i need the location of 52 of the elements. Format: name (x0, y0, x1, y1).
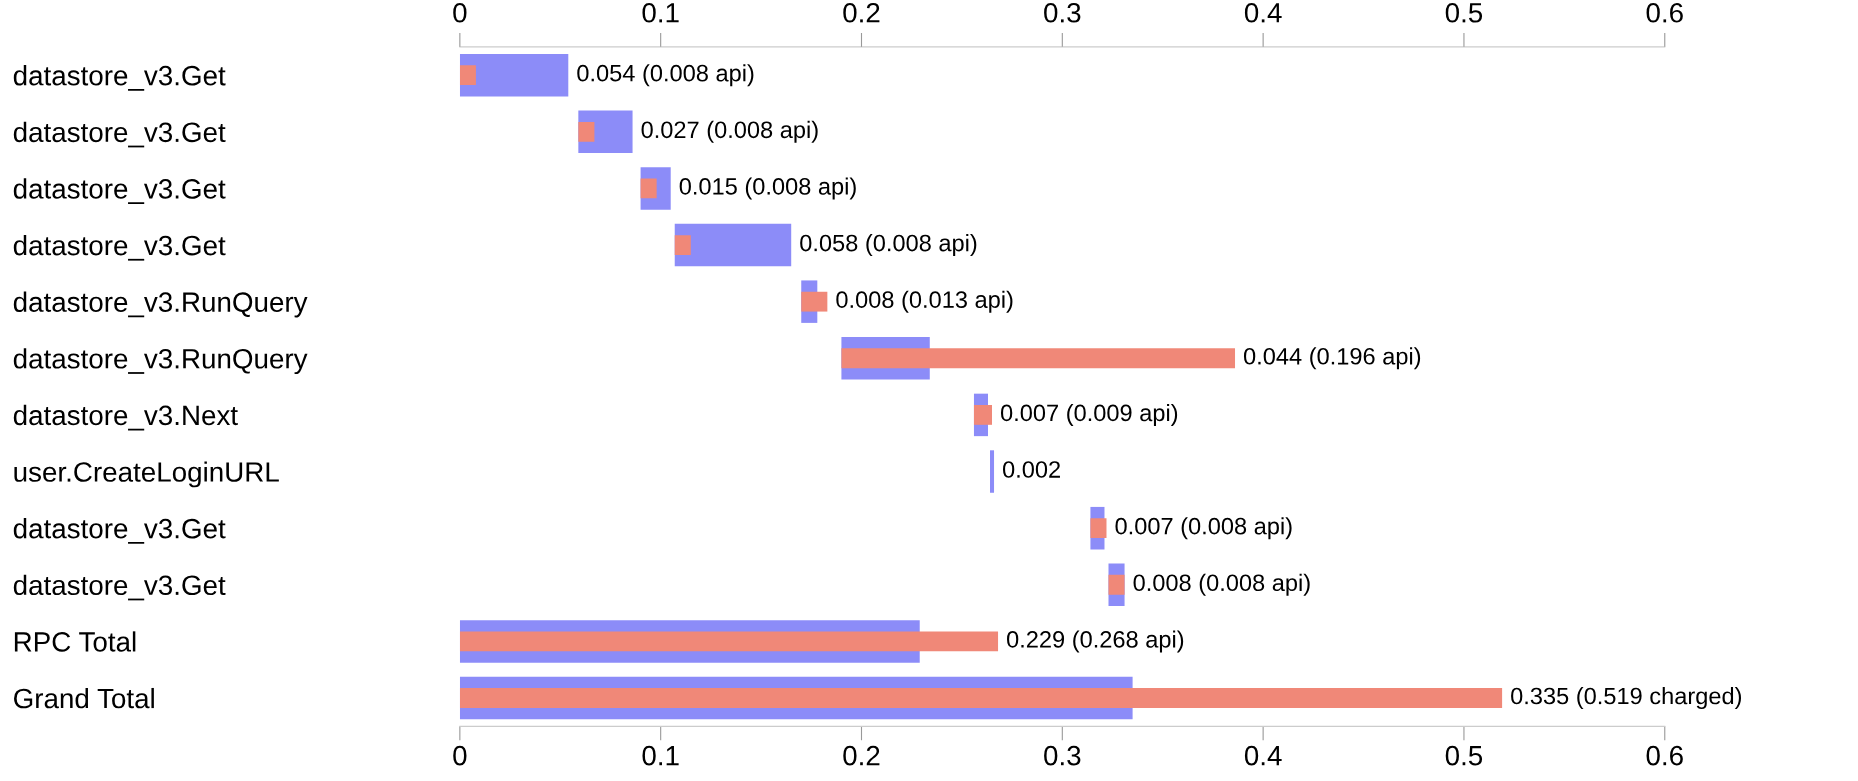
bar (674, 235, 691, 255)
y-tick-label: Grand Total (14, 687, 154, 709)
bar (1108, 574, 1125, 595)
x2-tick-label: 0 (453, 2, 467, 23)
y-tick-label: datastore_v3.Get (13, 574, 226, 601)
bar (841, 348, 1236, 369)
bar (459, 631, 999, 652)
bar (459, 688, 1503, 708)
data-label: 0.007 (0.008 api) (1115, 517, 1292, 540)
bar (1090, 518, 1107, 539)
data-label: 0.027 (0.008 api) (641, 120, 818, 143)
bar (578, 121, 595, 142)
bar (990, 450, 995, 493)
y-tick-label: datastore_v3.RunQuery (13, 291, 308, 318)
data-label: 0.058 (0.008 api) (800, 234, 977, 257)
bar (973, 405, 993, 425)
data-label: 0.054 (0.008 api) (577, 64, 754, 87)
x2-tick-label: 0.4 (1244, 2, 1282, 23)
data-label: 0.229 (0.268 api) (1007, 630, 1184, 653)
data-label: 0.008 (0.013 api) (836, 290, 1013, 313)
x-tick-label: 0.3 (1044, 745, 1081, 766)
bar (640, 178, 657, 199)
x-tick-label: 0.1 (642, 745, 679, 766)
x-tick-label: 0.6 (1646, 745, 1683, 766)
y-tick-label: datastore_v3.Get (13, 178, 226, 204)
y-tick-label: datastore_v3.Get (13, 121, 226, 148)
y-tick-label: datastore_v3.Get (13, 518, 226, 544)
data-label: 0.044 (0.196 api) (1243, 347, 1421, 370)
x-tick-label: 0 (453, 745, 467, 766)
y-tick-label: datastore_v3.RunQuery (13, 348, 308, 375)
data-label: 0.007 (0.009 api) (1000, 403, 1178, 426)
x2-tick-label: 0.3 (1044, 2, 1081, 23)
data-label: 0.002 (1002, 461, 1060, 478)
y-tick-label: user.CreateLoginURL (14, 461, 279, 488)
data-label: 0.335 (0.519 charged) (1511, 687, 1742, 710)
x2-tick-label: 0.2 (843, 2, 880, 23)
y-tick-label: datastore_v3.Get (13, 65, 226, 91)
y-tick-label: datastore_v3.Next (13, 404, 238, 431)
x-tick-label: 0.2 (843, 745, 880, 766)
x-tick-label: 0.4 (1244, 745, 1282, 766)
x2-tick-label: 0.6 (1646, 2, 1683, 23)
x-tick-label: 0.5 (1445, 745, 1483, 766)
y-tick-label: datastore_v3.Get (13, 234, 226, 261)
data-label: 0.015 (0.008 api) (679, 177, 856, 200)
bar (801, 291, 828, 312)
data-label: 0.008 (0.008 api) (1133, 573, 1310, 596)
bar (459, 53, 569, 97)
y-tick-label: RPC Total (14, 631, 136, 652)
x2-tick-label: 0.1 (642, 2, 679, 23)
bar (459, 65, 476, 86)
bar (674, 223, 792, 267)
x2-tick-label: 0.5 (1445, 2, 1483, 23)
